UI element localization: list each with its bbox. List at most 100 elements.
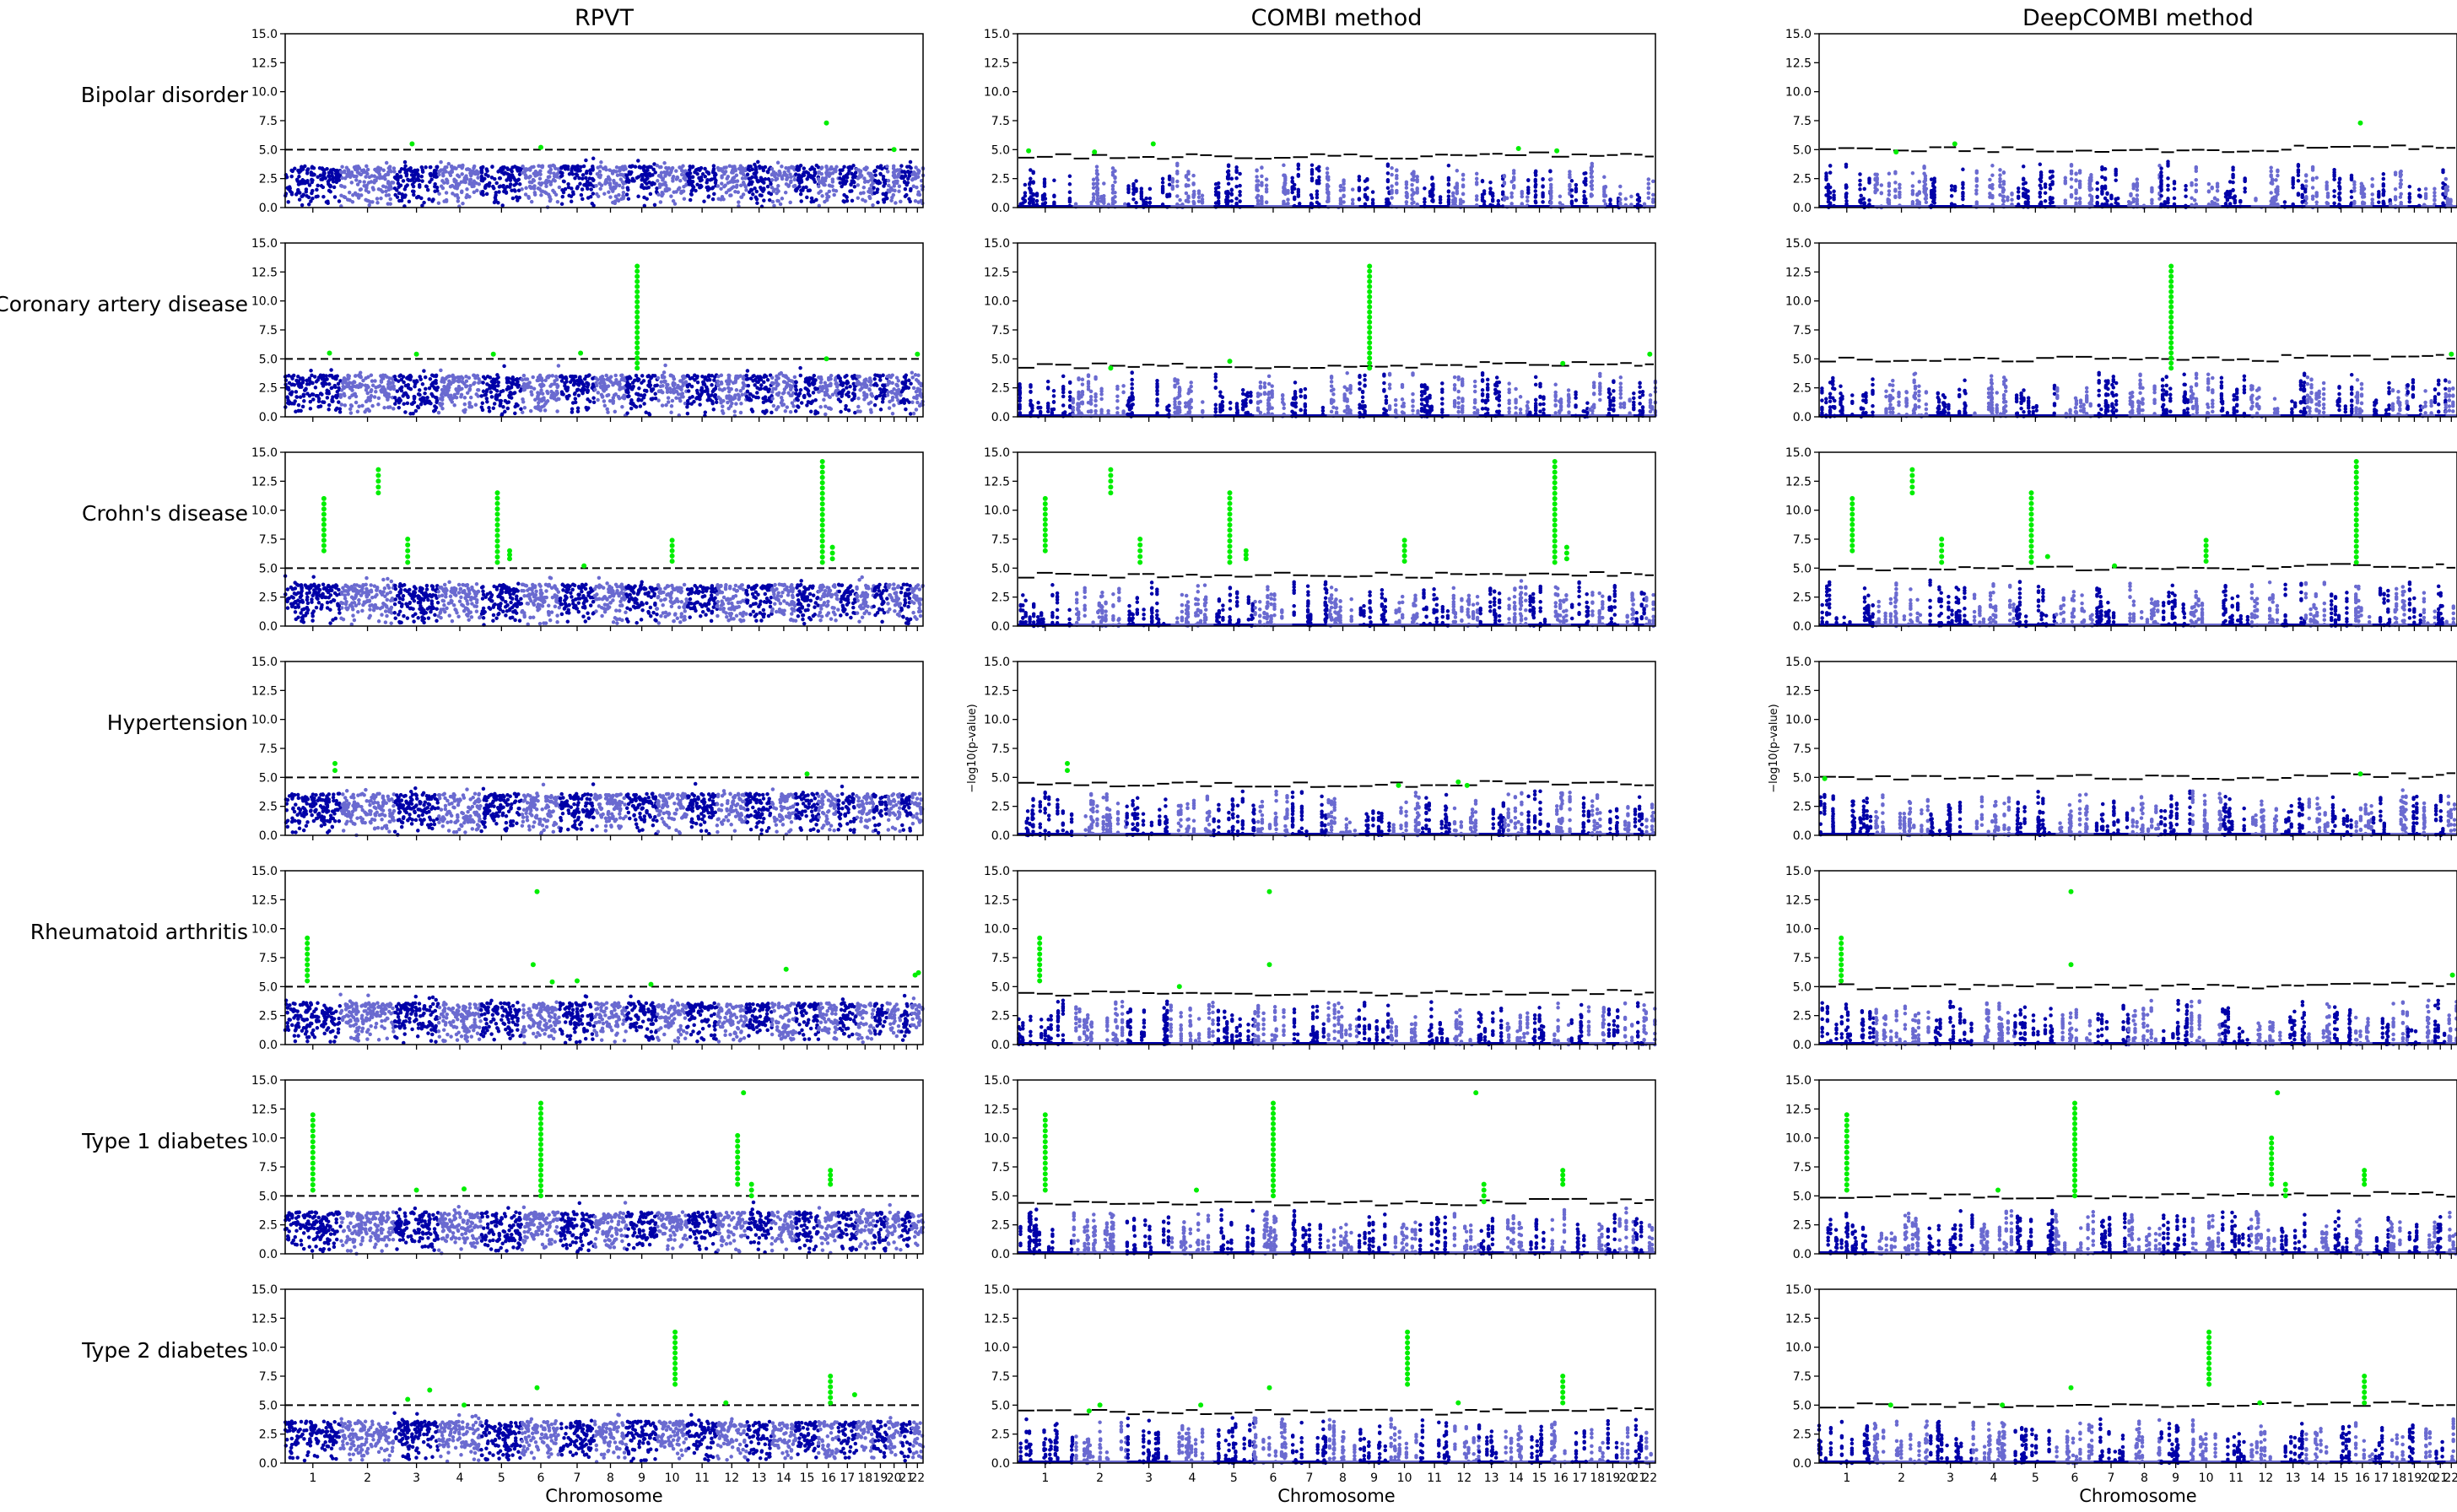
snp-points-chr3 bbox=[392, 786, 440, 837]
x-tick-label: 4 bbox=[1189, 1472, 1196, 1485]
x-tick-label: 9 bbox=[638, 1472, 645, 1485]
snp-points-chr9 bbox=[624, 791, 659, 836]
x-tick-label: 7 bbox=[574, 1472, 581, 1485]
snp-points-chr18 bbox=[2388, 1220, 2402, 1255]
snp-points-chr18 bbox=[855, 1207, 876, 1250]
snp-points-chr5 bbox=[2014, 383, 2057, 418]
x-tick-label: 22 bbox=[1642, 1472, 1657, 1485]
y-tick-label: 0.0 bbox=[1793, 1039, 1812, 1052]
y-tick-label: 5.0 bbox=[1793, 353, 1812, 366]
snp-points-chr10 bbox=[1389, 1015, 1418, 1046]
x-tick-label: 14 bbox=[776, 1472, 791, 1485]
y-tick-label: 10.0 bbox=[1785, 86, 1812, 100]
x-tick-label: 11 bbox=[694, 1472, 710, 1485]
y-tick-label: 7.5 bbox=[1793, 115, 1812, 128]
snp-points-chr3 bbox=[392, 582, 440, 625]
snp-points-chr15 bbox=[793, 791, 821, 834]
snp-points-chr20 bbox=[1618, 375, 1632, 416]
x-tick-label: 16 bbox=[821, 1472, 836, 1485]
x-tick-label: 13 bbox=[752, 1472, 767, 1485]
row-label: Rheumatoid arthritis bbox=[30, 920, 248, 944]
snp-points-chr11 bbox=[685, 1412, 719, 1462]
x-tick-label: 10 bbox=[1397, 1472, 1412, 1485]
panel-1-2: 0.0 2.5 5.0 7.5 10.0 12.5 15.0 bbox=[984, 446, 1656, 634]
row-label: Type 2 diabetes bbox=[81, 1338, 248, 1363]
snp-points-chr3 bbox=[1126, 1416, 1169, 1465]
y-tick-label: 0.0 bbox=[1793, 620, 1812, 634]
y-tick-label: 0.0 bbox=[1793, 829, 1812, 843]
x-tick-label: 11 bbox=[2228, 1472, 2244, 1485]
snp-points-chr13 bbox=[1477, 1006, 1504, 1047]
snp-points-chr8 bbox=[592, 1412, 629, 1464]
y-tick-label: 5.0 bbox=[991, 771, 1010, 785]
snp-points-chr19 bbox=[1606, 1212, 1617, 1256]
snp-points-chr7 bbox=[558, 373, 597, 414]
snp-points-chr15 bbox=[793, 1420, 821, 1460]
y-tick-label: 7.5 bbox=[991, 533, 1010, 547]
x-tick-label: 8 bbox=[1339, 1472, 1347, 1485]
snp-points-chr6 bbox=[1252, 1416, 1288, 1466]
y-tick-label: 15.0 bbox=[984, 28, 1010, 41]
snp-points-chr12 bbox=[716, 1002, 748, 1044]
y-tick-label: 2.5 bbox=[259, 382, 278, 396]
y-tick-label: 0.0 bbox=[259, 411, 278, 424]
snp-points-chr7 bbox=[2099, 1212, 2128, 1255]
y-tick-label: 10.0 bbox=[1785, 923, 1812, 937]
y-tick-label: 5.0 bbox=[1793, 562, 1812, 575]
snp-points-chr6 bbox=[2056, 162, 2094, 209]
snp-points-chr9 bbox=[624, 994, 659, 1042]
panel-2-6: 0.02.55.07.510.012.515.01 2 3 4 5 6 7 8 9 10 11 12 1… bbox=[1785, 1283, 2457, 1506]
snp-points-chr20 bbox=[886, 582, 903, 618]
x-tick-label: 21 bbox=[899, 1472, 914, 1485]
row-label: Bipolar disorder bbox=[81, 83, 249, 107]
snp-points-chr4 bbox=[1983, 1001, 2017, 1045]
panel-1-6: 0.02.55.07.510.012.515.01 2 3 4 5 6 7 8 9 10 11 12 1… bbox=[984, 1283, 1657, 1506]
snp-points-chr20 bbox=[886, 791, 904, 834]
snp-points-chr5 bbox=[1215, 586, 1255, 628]
snp-points-chr20 bbox=[2421, 389, 2433, 418]
snp-points-chr5 bbox=[1213, 372, 1253, 418]
snp-points-chr14 bbox=[2306, 1002, 2332, 1045]
significance-threshold bbox=[1820, 772, 2455, 781]
y-tick-label: 15.0 bbox=[1785, 237, 1812, 251]
snp-points-chr14 bbox=[770, 160, 798, 208]
x-tick-label: 21 bbox=[2433, 1472, 2448, 1485]
y-tick-label: 5.0 bbox=[259, 562, 278, 575]
y-tick-label: 15.0 bbox=[984, 656, 1010, 669]
row-label: Crohn's disease bbox=[82, 501, 248, 526]
snp-points-chr2 bbox=[338, 992, 397, 1043]
snp-points-chr10 bbox=[655, 160, 689, 206]
x-tick-label: 8 bbox=[2141, 1472, 2148, 1485]
x-tick-label: 9 bbox=[1370, 1472, 1378, 1485]
y-tick-label: 10.0 bbox=[984, 923, 1010, 937]
y-tick-label: 15.0 bbox=[984, 1283, 1010, 1297]
snp-points-chr11 bbox=[686, 1210, 720, 1255]
x-tick-label: 7 bbox=[1306, 1472, 1314, 1485]
snp-points-chr21 bbox=[899, 793, 913, 833]
significance-threshold bbox=[1018, 151, 1654, 160]
snp-points-chr7 bbox=[558, 582, 597, 624]
y-tick-label: 5.0 bbox=[991, 143, 1010, 157]
snp-points-chr13 bbox=[745, 159, 774, 209]
snp-points-chr16 bbox=[817, 373, 840, 417]
y-tick-label: 10.0 bbox=[984, 86, 1010, 100]
panel-0-2: 0.0 2.5 5.0 7.5 10.0 12.5 15.0 bbox=[251, 446, 925, 634]
y-tick-label: 5.0 bbox=[259, 1399, 278, 1412]
y-tick-label: 5.0 bbox=[991, 353, 1010, 366]
panel-0-5: 0.0 2.5 5.0 7.5 10.0 12.5 15.0 bbox=[251, 1074, 925, 1261]
y-tick-label: 12.5 bbox=[984, 57, 1010, 70]
x-tick-label: 19 bbox=[873, 1472, 888, 1485]
y-tick-label: 7.5 bbox=[1793, 1161, 1812, 1174]
snp-points-chr11 bbox=[685, 583, 720, 624]
snp-points-chr10 bbox=[2190, 789, 2223, 837]
snp-points-chr9 bbox=[1358, 587, 1388, 629]
y-axis-label: −log10(p-value) bbox=[966, 704, 979, 793]
snp-points-chr21 bbox=[2433, 378, 2448, 414]
y-tick-label: 7.5 bbox=[991, 952, 1010, 965]
snp-points-chr19 bbox=[1606, 1418, 1619, 1464]
snp-points-chr20 bbox=[885, 1202, 903, 1252]
y-tick-label: 2.5 bbox=[991, 591, 1010, 605]
snp-points-chr9 bbox=[2160, 372, 2190, 417]
y-tick-label: 0.0 bbox=[991, 1248, 1010, 1261]
x-tick-label: 22 bbox=[2444, 1472, 2457, 1485]
